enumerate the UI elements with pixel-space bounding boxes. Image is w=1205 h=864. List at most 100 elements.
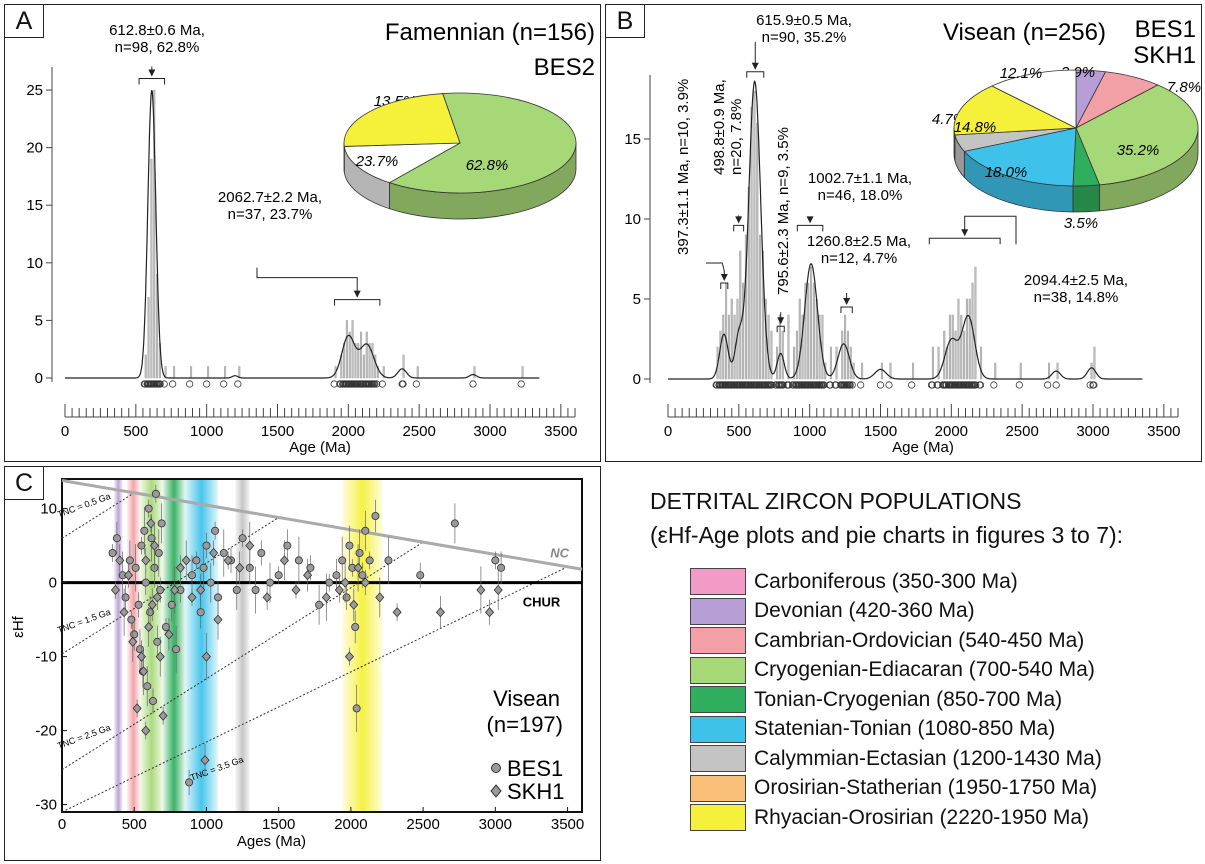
x-tick-label: 3500	[544, 423, 577, 440]
data-point-bes1	[252, 586, 259, 593]
x-tick-label: 1500	[261, 423, 294, 440]
y-tick-label: -20	[35, 723, 57, 740]
histogram-bar	[238, 366, 240, 378]
data-point-bes1	[162, 623, 169, 630]
peak-leader	[706, 263, 724, 271]
age-circle	[1044, 382, 1050, 388]
histogram-bar	[841, 331, 843, 379]
data-point-bes1	[326, 579, 333, 586]
peak-bracket	[797, 225, 823, 231]
chart-title: Visean (n=256)	[943, 19, 1106, 46]
histogram-bar	[725, 283, 727, 379]
data-point-bes1	[126, 557, 133, 564]
age-circle	[518, 381, 524, 387]
data-point-bes1	[152, 490, 159, 497]
data-point-bes1	[492, 557, 499, 564]
y-tick-label: 10	[624, 211, 641, 228]
histogram-bar	[360, 332, 362, 378]
data-point-bes1	[220, 549, 227, 556]
data-point-bes1	[207, 579, 214, 586]
histogram-bar	[346, 320, 348, 378]
y-axis-label: εHf	[10, 615, 27, 638]
legend-bes1-marker	[492, 764, 501, 773]
x-tick-label: 2500	[1005, 423, 1038, 440]
peak-label: 498.8±0.9 Ma,	[711, 79, 728, 175]
peak-label: 2094.4±2.5 Ma,	[1024, 272, 1128, 289]
pie-slice-label: 35.2%	[1117, 142, 1160, 159]
x-tick-label: 0	[664, 423, 672, 440]
peak-label: 615.9±0.5 Ma,	[756, 12, 852, 29]
histogram-bar	[173, 366, 175, 378]
y-tick-label: 10	[26, 255, 43, 272]
data-point-bes1	[122, 594, 129, 601]
legend-item: Devonian (420-360 Ma)	[690, 597, 975, 626]
chart-subtitle: BES1	[1135, 16, 1196, 43]
peak-leader	[965, 216, 1016, 244]
x-tick-label: 3000	[479, 816, 512, 833]
pie-slice-label: 62.8%	[466, 157, 509, 174]
data-point-bes1	[186, 779, 193, 786]
histogram-bar	[728, 315, 730, 379]
x-tick-label: 1000	[190, 816, 223, 833]
histogram-bar	[861, 363, 863, 379]
data-point-bes1	[372, 512, 379, 519]
histogram-bar	[145, 355, 147, 378]
histogram-bar	[224, 366, 226, 378]
legend-item-label: Statenian-Tonian (1080-850 Ma)	[754, 717, 1055, 741]
data-point-bes1	[359, 572, 366, 579]
chur-label: CHUR	[523, 594, 561, 609]
legend-item: Cryogenian-Ediacaran (700-540 Ma)	[690, 656, 1095, 685]
legend-swatch	[690, 568, 746, 595]
age-band	[163, 479, 185, 812]
age-circle	[908, 382, 914, 388]
x-tick-label: 1000	[793, 423, 826, 440]
x-axis-label: Age (Ma)	[892, 439, 954, 456]
x-tick-label: 1000	[190, 423, 223, 440]
peak-bracket	[747, 72, 764, 78]
peak-arrowhead	[961, 229, 968, 236]
legend-swatch	[690, 598, 746, 625]
peak-bracket	[929, 238, 1000, 244]
legend-item: Calymmian-Ectasian (1200-1430 Ma)	[690, 744, 1102, 773]
age-circle	[413, 381, 419, 387]
peak-label: n=38, 14.8%	[1034, 289, 1119, 306]
legend-panel: DETRITAL ZIRCON POPULATIONS (εHf-Age plo…	[605, 466, 1202, 861]
legend-item: Carboniferous (350-300 Ma)	[690, 567, 1018, 596]
histogram-bar	[1020, 363, 1022, 379]
x-tick-label: 3000	[473, 423, 506, 440]
data-point-bes1	[131, 631, 138, 638]
data-point-bes1	[113, 535, 120, 542]
y-tick-label: 15	[624, 131, 641, 148]
tnc-label: TNC = 1.5 Ga	[56, 607, 112, 635]
legend-swatch	[690, 686, 746, 713]
legend-item-label: Cryogenian-Ediacaran (700-540 Ma)	[754, 658, 1095, 682]
age-circle	[1016, 382, 1022, 388]
histogram-bar	[355, 343, 357, 378]
x-tick-label: 500	[726, 423, 751, 440]
x-tick-label: 3000	[1076, 423, 1109, 440]
data-point-bes1	[135, 601, 142, 608]
y-tick-label: -10	[35, 649, 57, 666]
peak-label: n=12, 4.7%	[821, 250, 897, 267]
age-circle	[169, 381, 175, 387]
histogram-bar	[799, 299, 801, 379]
data-point-bes1	[212, 527, 219, 534]
histogram-bar	[403, 355, 405, 378]
x-tick-label: 2000	[334, 816, 367, 833]
data-point-bes1	[385, 557, 392, 564]
data-point-skh1	[486, 608, 494, 617]
histogram-bar	[788, 315, 790, 379]
x-tick-label: 500	[122, 816, 147, 833]
histogram-bar	[190, 366, 192, 378]
data-point-bes1	[346, 542, 353, 549]
x-tick-label: 2500	[406, 816, 439, 833]
pie-slice-label: 3.5%	[1064, 215, 1098, 232]
peak-arrowhead	[777, 317, 784, 324]
age-circle	[203, 381, 209, 387]
pie-slice-label: 23.7%	[355, 153, 399, 170]
x-tick-label: 1500	[864, 423, 897, 440]
y-tick-label: -30	[35, 797, 57, 814]
data-point-bes1	[339, 557, 346, 564]
legend-skh1-label: SKH1	[507, 779, 564, 804]
data-point-bes1	[138, 542, 145, 549]
